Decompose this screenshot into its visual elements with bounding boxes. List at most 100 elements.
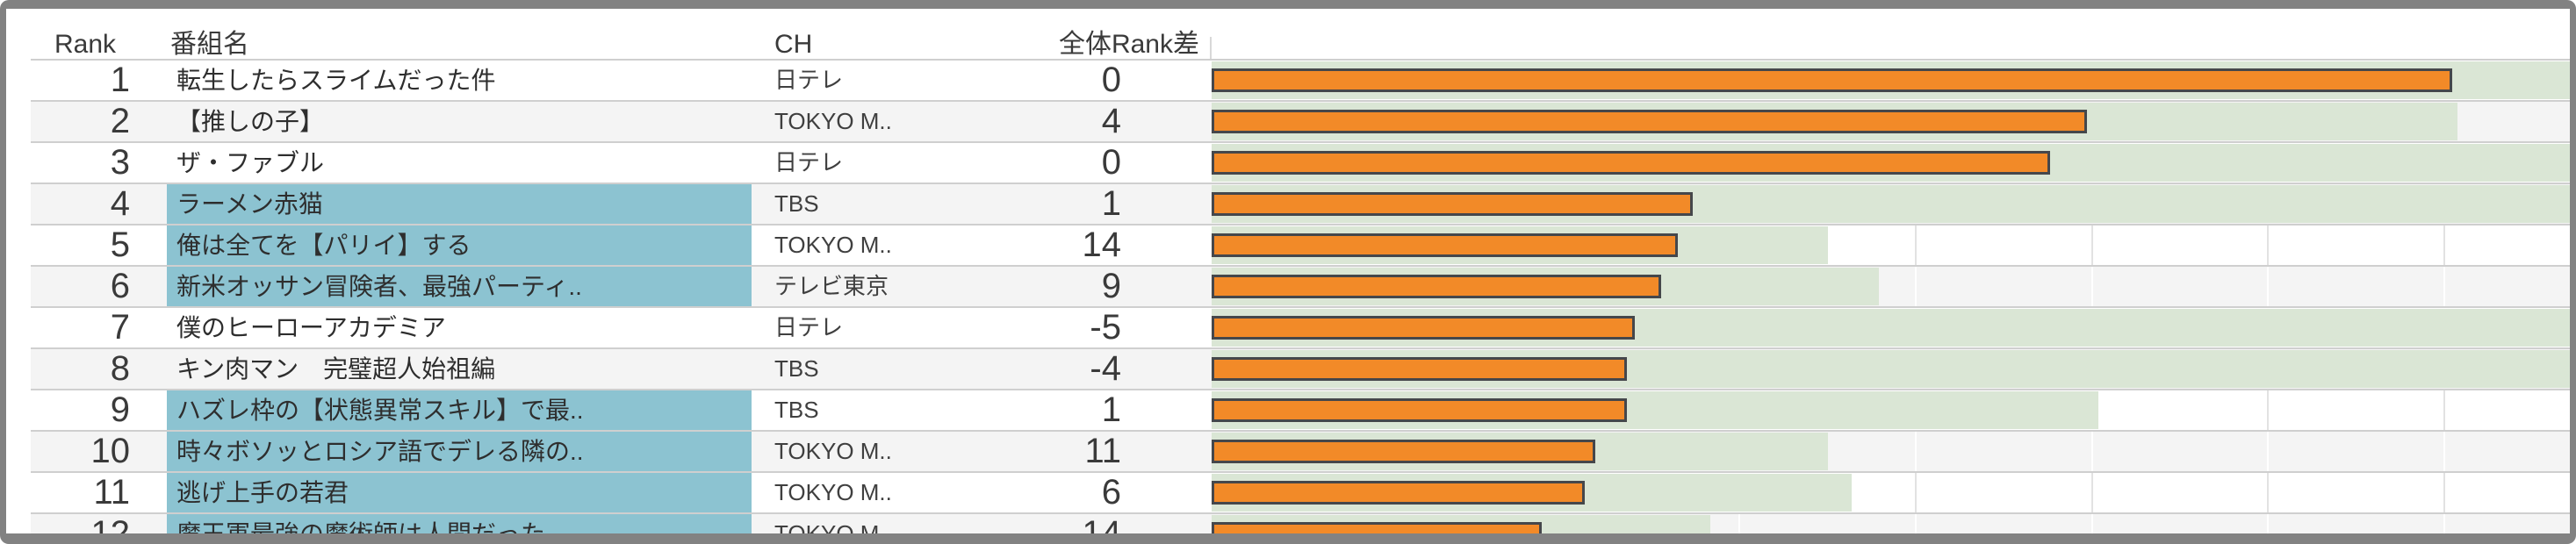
rank-diff-cell: 0: [1101, 61, 1121, 99]
row-separator: [31, 100, 2570, 102]
rank-diff-cell: 0: [1101, 143, 1121, 182]
title-cell[interactable]: ザ・ファブル: [176, 149, 325, 176]
title-cell[interactable]: キン肉マン 完璧超人始祖編: [176, 355, 496, 383]
title-highlight-cell[interactable]: [167, 473, 752, 512]
row-separator: [31, 59, 2570, 61]
chart-gridline: [1915, 432, 1917, 471]
row-separator: [31, 183, 2570, 184]
channel-cell: TOKYO M..: [774, 520, 892, 542]
rank-diff-cell: 1: [1101, 390, 1121, 429]
rank-cell: 1: [110, 61, 130, 99]
title-highlight-cell[interactable]: [167, 432, 752, 471]
chart-gridline: [2443, 432, 2445, 471]
value-bar[interactable]: [1212, 110, 2087, 133]
rank-diff-cell: 6: [1101, 473, 1121, 512]
column-header-rank[interactable]: Rank: [54, 30, 117, 59]
value-bar[interactable]: [1212, 522, 1542, 533]
value-bar[interactable]: [1212, 398, 1627, 422]
channel-cell: TOKYO M..: [774, 232, 892, 258]
title-cell[interactable]: 時々ボソッとロシア語でデレる隣の..: [176, 438, 584, 465]
row-separator: [31, 141, 2570, 143]
row-separator: [31, 224, 2570, 225]
rank-cell: 3: [110, 143, 130, 182]
value-bar[interactable]: [1212, 357, 1627, 381]
row-separator: [31, 471, 2570, 473]
title-cell[interactable]: 魔王軍最強の魔術師は人間だった: [176, 520, 546, 542]
title-cell[interactable]: 僕のヒーローアカデミア: [176, 314, 446, 341]
title-highlight-cell[interactable]: [167, 184, 752, 224]
rank-diff-cell: -4: [1090, 349, 1121, 388]
chart-gridline: [2443, 225, 2445, 265]
value-bar[interactable]: [1212, 275, 1661, 298]
rank-cell: 7: [110, 308, 130, 347]
channel-cell: テレビ東京: [774, 273, 889, 299]
rank-diff-cell: 11: [1084, 432, 1121, 470]
value-bar[interactable]: [1212, 68, 2452, 92]
chart-gridline: [2091, 473, 2093, 512]
chart-gridline: [1915, 225, 1917, 265]
chart-gridline: [1738, 514, 1740, 533]
row-separator: [31, 389, 2570, 390]
channel-cell: TBS: [774, 190, 819, 217]
chart-gridline: [2267, 390, 2269, 430]
rank-diff-cell: 14: [1082, 225, 1122, 264]
rank-cell: 8: [110, 349, 130, 388]
value-bar[interactable]: [1212, 316, 1635, 340]
chart-gridline: [2267, 473, 2269, 512]
value-bar[interactable]: [1212, 233, 1678, 257]
chart-gridline: [2443, 514, 2445, 533]
rank-diff-cell: 1: [1101, 184, 1121, 223]
title-highlight-cell[interactable]: [167, 390, 752, 430]
chart-gridline: [2443, 267, 2445, 306]
channel-cell: 日テレ: [774, 149, 844, 175]
rank-diff-cell: 14: [1082, 514, 1122, 542]
rank-cell: 11: [93, 473, 130, 512]
channel-cell: TOKYO M..: [774, 438, 892, 464]
chart-gridline: [1915, 473, 1917, 512]
rank-cell: 9: [110, 390, 130, 429]
chart-gridline: [2091, 225, 2093, 265]
title-highlight-cell[interactable]: [167, 267, 752, 306]
channel-cell: 日テレ: [774, 67, 844, 93]
rank-diff-cell: -5: [1090, 308, 1121, 347]
value-bar[interactable]: [1212, 440, 1595, 463]
chart-gridline: [2267, 267, 2269, 306]
chart-gridline: [2443, 390, 2445, 430]
channel-cell: TBS: [774, 397, 819, 423]
value-bar[interactable]: [1212, 192, 1693, 216]
value-bar[interactable]: [1212, 151, 2050, 175]
title-cell[interactable]: 逃げ上手の若君: [176, 479, 349, 506]
column-header-rank-diff[interactable]: 全体Rank差: [1058, 30, 1199, 59]
value-bar[interactable]: [1212, 481, 1585, 505]
rank-cell: 2: [110, 102, 130, 140]
title-cell[interactable]: ハズレ枠の【状態異常スキル】で最..: [176, 397, 584, 424]
title-cell[interactable]: 転生したらスライムだった件: [176, 67, 496, 94]
title-highlight-cell[interactable]: [167, 514, 752, 533]
row-separator: [31, 430, 2570, 432]
channel-cell: TBS: [774, 355, 819, 382]
channel-cell: TOKYO M..: [774, 108, 892, 134]
title-cell[interactable]: ラーメン赤猫: [176, 190, 323, 218]
rank-cell: 5: [110, 225, 130, 264]
chart-gridline: [2091, 514, 2093, 533]
title-cell[interactable]: 俺は全てを【パリイ】する: [176, 232, 471, 259]
rank-cell: 6: [110, 267, 130, 305]
rank-cell: 12: [90, 514, 131, 542]
chart-gridline: [1915, 267, 1917, 306]
title-highlight-cell[interactable]: [167, 225, 752, 265]
channel-cell: TOKYO M..: [774, 479, 892, 505]
chart-gridline: [2267, 514, 2269, 533]
channel-cell: 日テレ: [774, 314, 844, 340]
column-header-channel[interactable]: CH: [774, 30, 813, 59]
column-header-title[interactable]: 番組名: [170, 30, 249, 59]
chart-gridline: [2443, 473, 2445, 512]
title-cell[interactable]: 新米オッサン冒険者、最強パーティ..: [176, 273, 582, 300]
chart-gridline: [1915, 514, 1917, 533]
row-separator: [31, 265, 2570, 267]
title-cell[interactable]: 【推しの子】: [176, 108, 325, 135]
row-separator: [31, 306, 2570, 308]
chart-gridline: [2267, 225, 2269, 265]
chart-gridline: [2091, 267, 2093, 306]
